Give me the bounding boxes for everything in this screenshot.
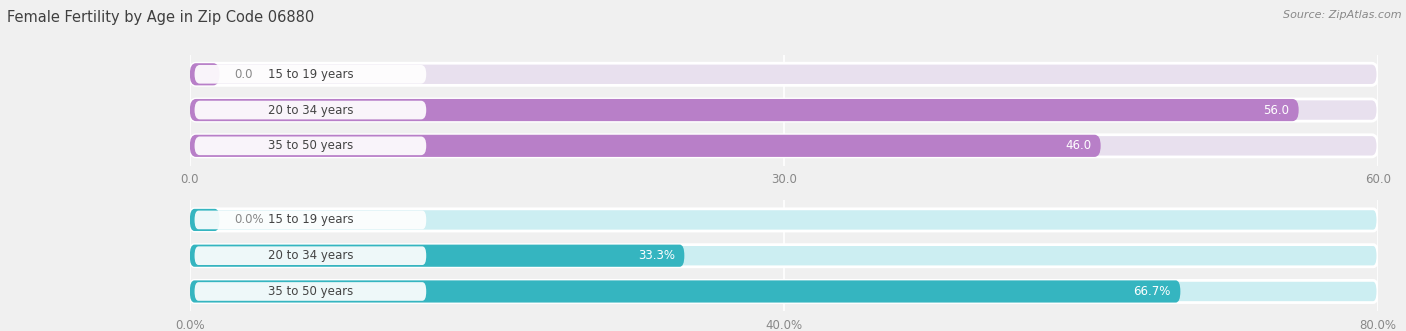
Text: Female Fertility by Age in Zip Code 06880: Female Fertility by Age in Zip Code 0688…	[7, 10, 315, 25]
FancyBboxPatch shape	[194, 211, 426, 229]
Text: 33.3%: 33.3%	[638, 249, 675, 262]
FancyBboxPatch shape	[190, 245, 1378, 267]
Text: 46.0: 46.0	[1064, 139, 1091, 152]
FancyBboxPatch shape	[190, 245, 685, 267]
Text: 56.0: 56.0	[1263, 104, 1289, 117]
FancyBboxPatch shape	[190, 280, 1378, 303]
FancyBboxPatch shape	[190, 99, 1299, 121]
FancyBboxPatch shape	[194, 136, 426, 155]
FancyBboxPatch shape	[190, 209, 219, 231]
FancyBboxPatch shape	[190, 280, 1181, 303]
FancyBboxPatch shape	[190, 99, 1378, 121]
Text: 66.7%: 66.7%	[1133, 285, 1171, 298]
FancyBboxPatch shape	[194, 246, 426, 265]
Text: 20 to 34 years: 20 to 34 years	[267, 249, 353, 262]
Text: 0.0: 0.0	[233, 68, 252, 81]
FancyBboxPatch shape	[190, 209, 1378, 231]
FancyBboxPatch shape	[190, 135, 1101, 157]
FancyBboxPatch shape	[190, 135, 1378, 157]
Text: 0.0%: 0.0%	[233, 213, 263, 226]
FancyBboxPatch shape	[194, 282, 426, 301]
Text: 35 to 50 years: 35 to 50 years	[267, 285, 353, 298]
FancyBboxPatch shape	[194, 101, 426, 119]
FancyBboxPatch shape	[194, 65, 426, 84]
Text: 20 to 34 years: 20 to 34 years	[267, 104, 353, 117]
FancyBboxPatch shape	[190, 63, 219, 85]
Text: 15 to 19 years: 15 to 19 years	[267, 213, 353, 226]
Text: Source: ZipAtlas.com: Source: ZipAtlas.com	[1284, 10, 1402, 20]
Text: 15 to 19 years: 15 to 19 years	[267, 68, 353, 81]
Text: 35 to 50 years: 35 to 50 years	[267, 139, 353, 152]
FancyBboxPatch shape	[190, 63, 1378, 85]
